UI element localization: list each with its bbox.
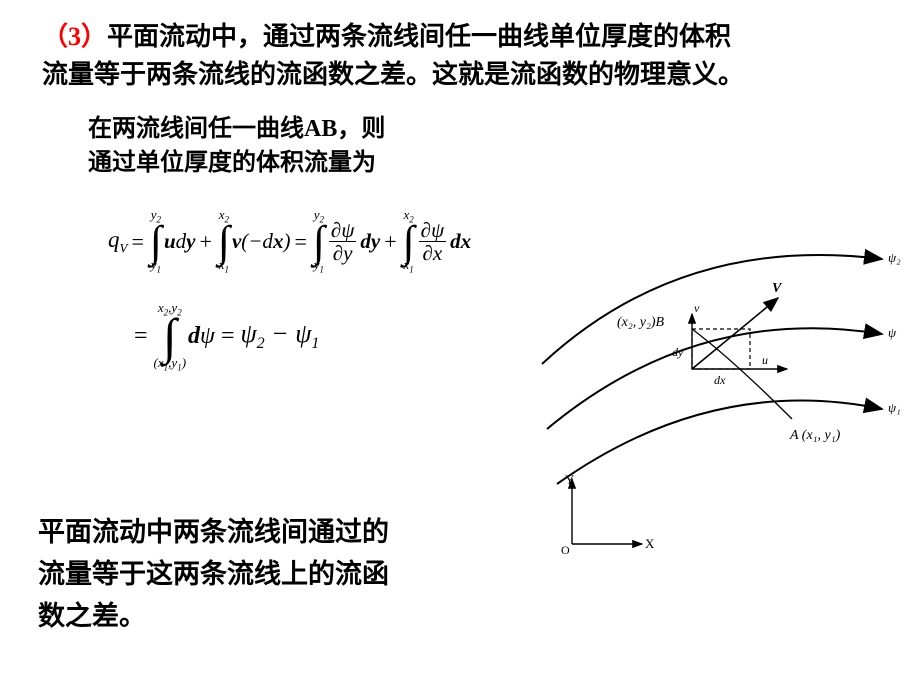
axes: Y X O bbox=[561, 472, 655, 554]
integrand-2: v(−dx) bbox=[232, 229, 291, 254]
integral-2: x2 ∫ x1 bbox=[218, 208, 230, 275]
eq-eq3: = bbox=[134, 323, 148, 350]
label-psi2: ψ₂ bbox=[888, 250, 901, 265]
eq-eq2: = bbox=[294, 229, 306, 255]
integral-3: y2 ∫ y1 bbox=[313, 208, 325, 275]
label-psi1: ψ₁ bbox=[888, 400, 901, 415]
label-dy: dy bbox=[672, 345, 684, 359]
eq-rhs: ψ2 − ψ1 bbox=[240, 319, 319, 353]
eq-lhs: qV bbox=[108, 227, 127, 257]
integral-5: x2,y2 ∫ (x1,y1) bbox=[154, 301, 186, 373]
eq-eq4: = bbox=[221, 323, 235, 350]
streamline-psi2 bbox=[542, 255, 882, 364]
subheading-line1: 在两流线间任一曲线AB，则 bbox=[88, 116, 385, 142]
heading-text-a: 平面流动中，通过两条流线间任一曲线单位厚度的体积 bbox=[107, 22, 731, 51]
label-axis-y: Y bbox=[565, 472, 575, 487]
label-point-a: A (x₁, y₁) bbox=[789, 428, 841, 443]
diff-2: dx bbox=[450, 229, 471, 254]
label-dx: dx bbox=[714, 373, 726, 387]
eq-plus1: + bbox=[199, 229, 211, 255]
subheading-block: 在两流线间任一曲线AB，则 通过单位厚度的体积流量为 bbox=[0, 93, 920, 180]
heading-paragraph: （3）平面流动中，通过两条流线间任一曲线单位厚度的体积 流量等于两条流线的流函数… bbox=[0, 0, 920, 93]
eq-eq1: = bbox=[131, 229, 143, 255]
streamline-diagram: ψ₂ ψ ψ₁ (x₂, y₂)B A (x₁, y₁) V v u dx dy… bbox=[532, 244, 902, 554]
integrand-5: dψ bbox=[188, 323, 215, 350]
heading-number: （3） bbox=[42, 22, 107, 51]
eq-plus2: + bbox=[384, 229, 396, 255]
integral-4: x2 ∫ x1 bbox=[403, 208, 415, 275]
fraction-1: ∂ψ ∂y bbox=[329, 219, 356, 264]
subheading-line2: 通过单位厚度的体积流量为 bbox=[88, 150, 376, 176]
label-v: v bbox=[694, 301, 700, 315]
label-origin: O bbox=[561, 543, 570, 554]
conclusion-text: 平面流动中两条流线间通过的流量等于这两条流线上的流函数之差。 bbox=[38, 512, 478, 638]
integrand-1: udy bbox=[164, 229, 196, 254]
label-v-vector: V bbox=[772, 281, 783, 296]
heading-text-b: 流量等于两条流线的流函数之差。这就是流函数的物理意义。 bbox=[42, 60, 744, 89]
label-u: u bbox=[762, 353, 768, 367]
element-box: V v u dx dy bbox=[672, 281, 792, 419]
fraction-2: ∂ψ ∂x bbox=[419, 219, 446, 264]
diff-1: dy bbox=[360, 229, 380, 254]
label-psi: ψ bbox=[888, 325, 897, 340]
label-point-b: (x₂, y₂)B bbox=[617, 315, 664, 330]
label-axis-x: X bbox=[645, 536, 655, 551]
integral-1: y2 ∫ y1 bbox=[150, 208, 162, 275]
